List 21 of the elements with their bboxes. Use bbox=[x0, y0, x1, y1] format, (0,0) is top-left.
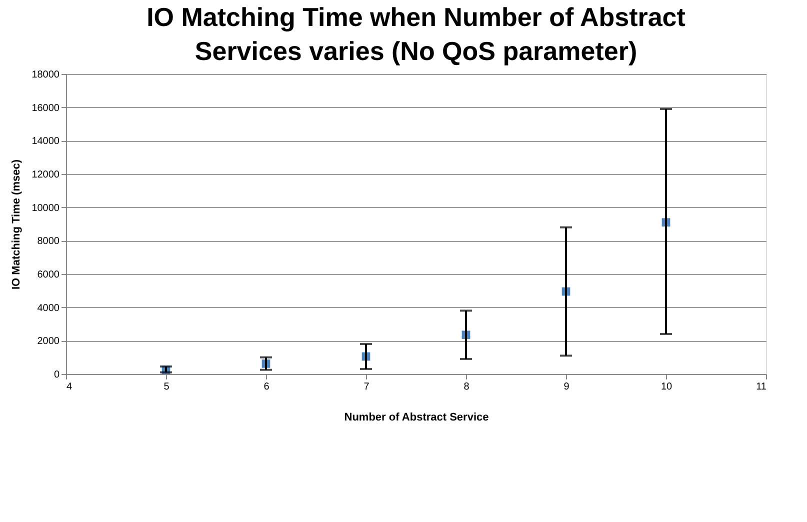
x-tick-label: 5 bbox=[164, 382, 170, 392]
y-tick-label: 0 bbox=[54, 370, 60, 380]
y-tick-label: 2000 bbox=[37, 336, 60, 348]
y-tick-label: 18000 bbox=[32, 70, 60, 80]
y-axis-title: IO Matching Time (msec) bbox=[10, 159, 23, 290]
x-tick-label: 8 bbox=[464, 382, 470, 392]
x-tick-label: 7 bbox=[364, 382, 370, 392]
y-tick-label: 6000 bbox=[37, 270, 60, 280]
x-tick-label: 9 bbox=[564, 382, 570, 392]
y-tick-label: 16000 bbox=[32, 102, 60, 114]
chart-title: IO Matching Time when Number of Abstract Services varies (No QoS parameter) bbox=[146, 2, 686, 66]
y-tick-label: 8000 bbox=[37, 236, 60, 248]
x-axis-title: Number of Abstract Service bbox=[344, 412, 489, 424]
y-tick-label: 4000 bbox=[37, 302, 60, 314]
y-tick-label: 12000 bbox=[32, 170, 60, 180]
y-tick-label: 10000 bbox=[32, 202, 60, 214]
x-tick-label: 4 bbox=[66, 382, 72, 392]
x-tick-label: 11 bbox=[756, 382, 767, 392]
x-tick-label: 10 bbox=[660, 382, 672, 392]
y-tick-label: 14000 bbox=[32, 136, 60, 148]
x-tick-label: 6 bbox=[264, 382, 270, 392]
